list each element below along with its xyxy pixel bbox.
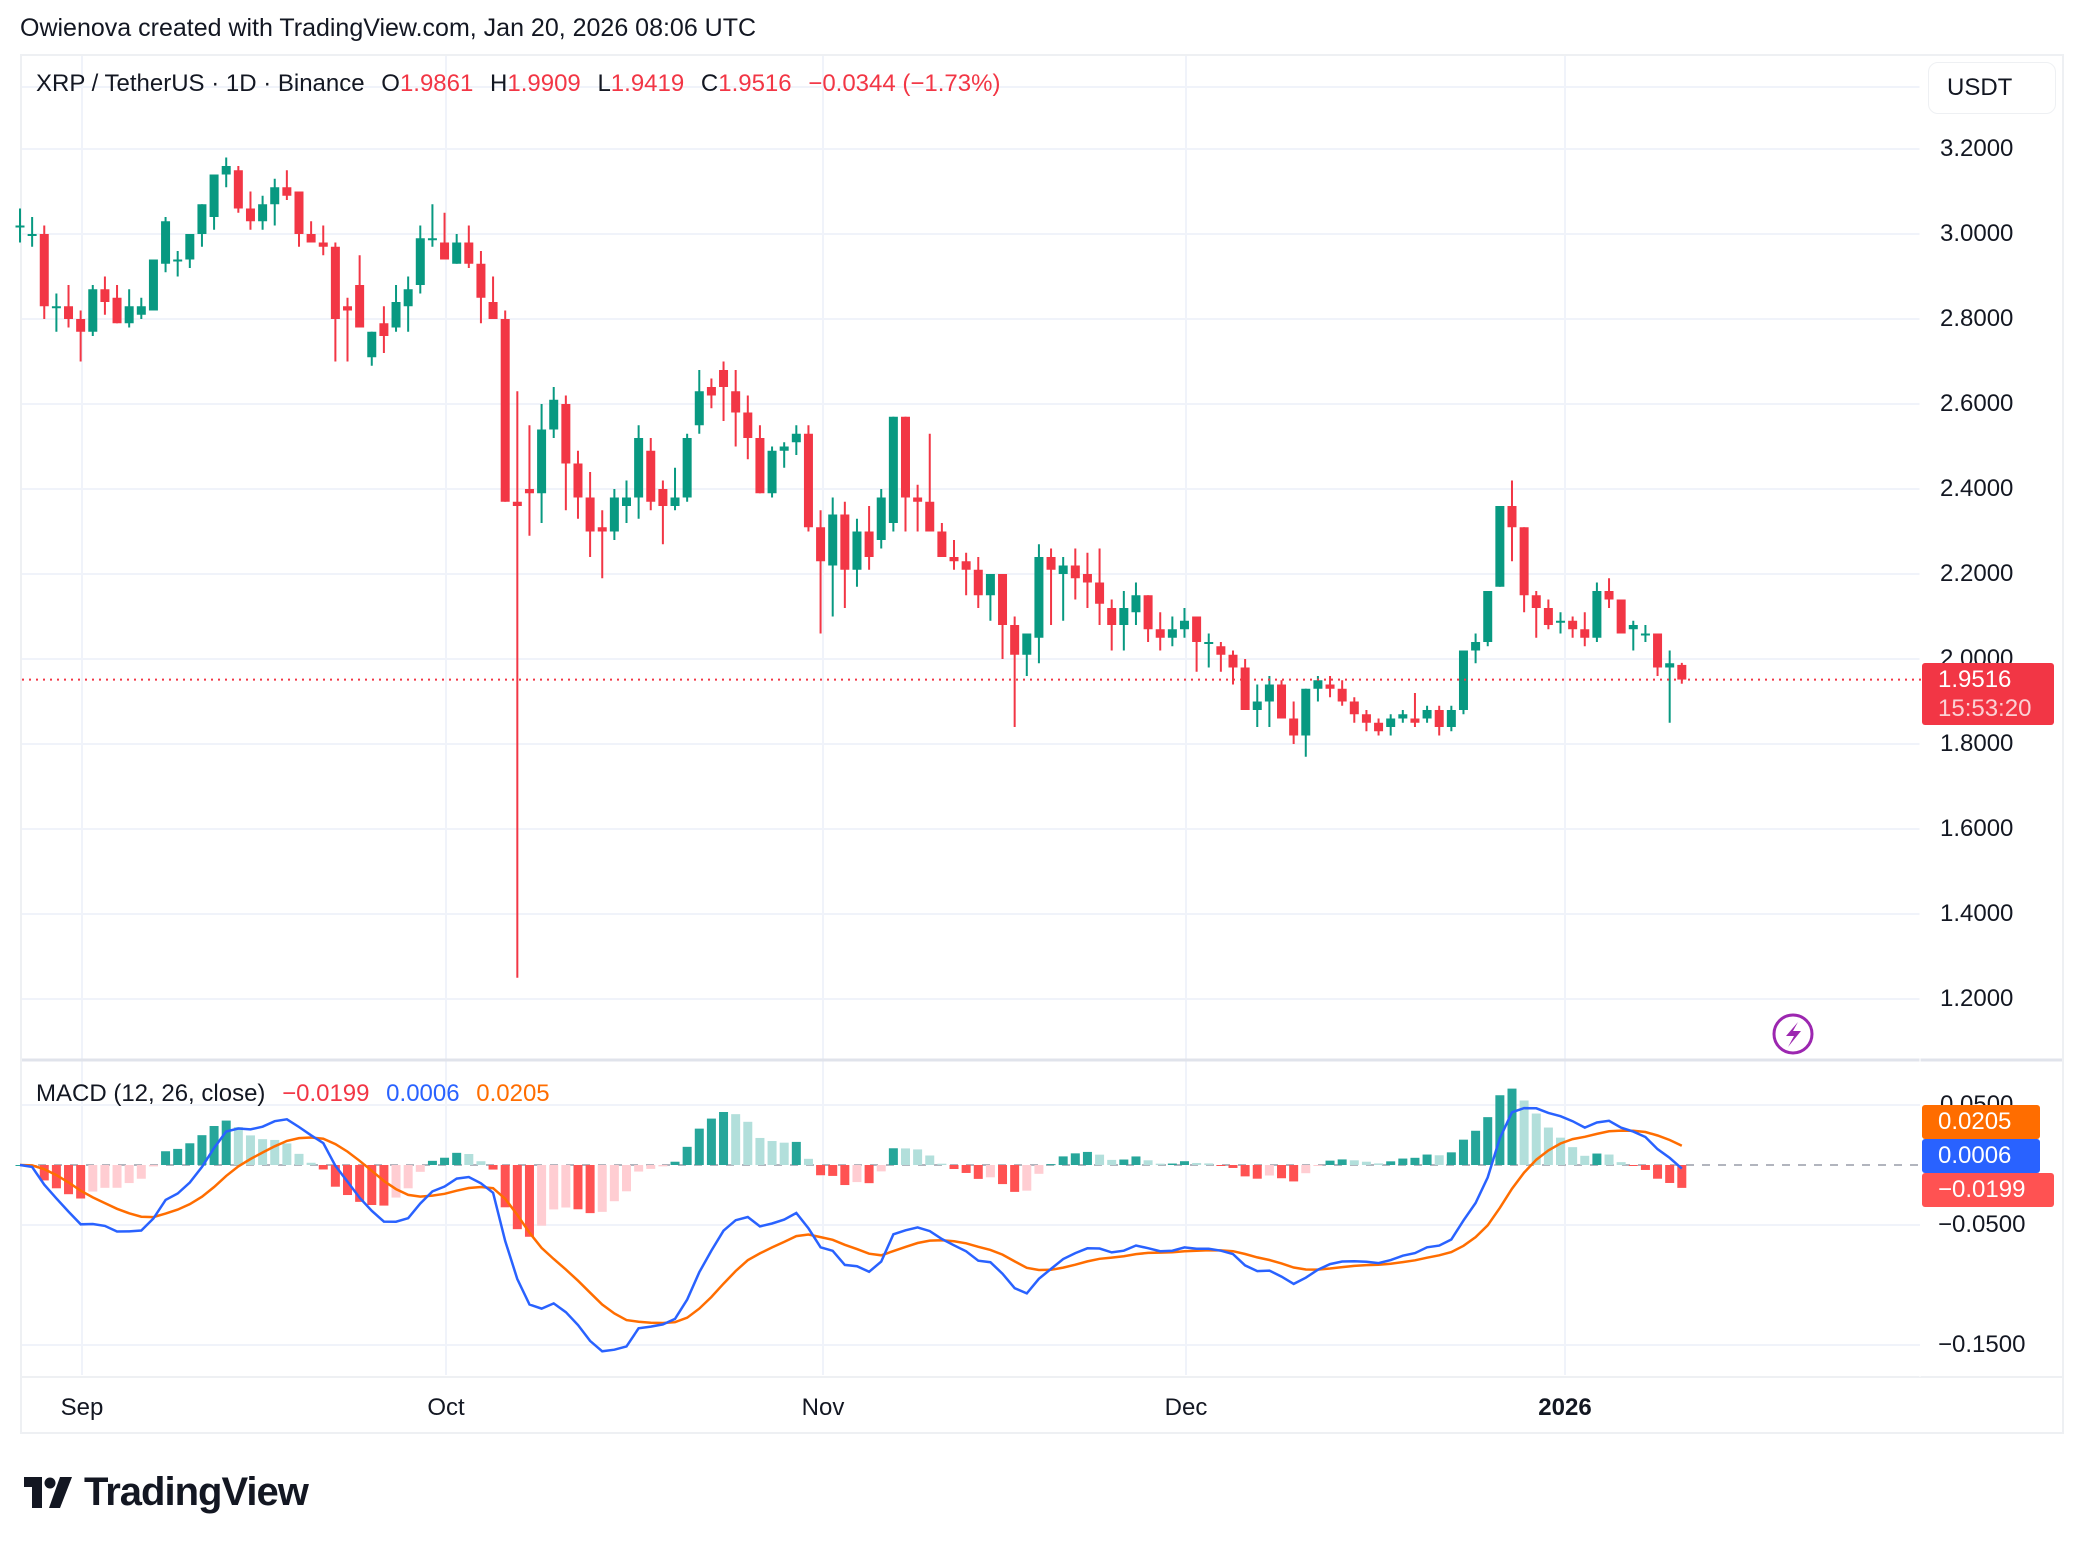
price-axis-label: 1.4000 [1940,900,2014,927]
price-axis-label: 1.2000 [1940,985,2014,1012]
time-axis-label: Sep [60,1394,104,1421]
macd-axis-label: −0.0500 [1938,1211,2026,1238]
price-axis-label: 2.8000 [1940,305,2014,332]
bar-countdown: 15:53:20 [1938,695,2032,722]
last-price: 1.9516 [1938,666,2012,693]
last-price-tag: 1.9516 15:53:20 [1922,663,2054,725]
macd-line-tag: 0.0006 [1922,1139,2040,1173]
low-value: 1.9419 [610,70,685,97]
macd-axis-label: −0.1500 [1938,1331,2026,1358]
macd-line-value: 0.0006 [386,1080,460,1107]
low-label: L [597,70,611,97]
tradingview-logo-icon [24,1476,72,1508]
price-axis-label: 3.0000 [1940,220,2014,247]
price-axis-label: 1.8000 [1940,730,2014,757]
macd-signal-tag: 0.0205 [1922,1105,2040,1139]
high-label: H [490,70,508,97]
time-axis-label: Oct [427,1394,465,1421]
open-value: 1.9861 [399,70,474,97]
chart-credit: Owienova created with TradingView.com, J… [20,14,757,42]
close-value: 1.9516 [718,70,792,97]
time-axis-label: Dec [1164,1394,1208,1421]
macd-legend: MACD (12, 26, close) −0.0199 0.0006 0.02… [36,1080,550,1108]
tradingview-logo[interactable]: TradingView [24,1470,309,1515]
ohlc-legend: XRP / TetherUS · 1D · Binance O1.9861 H1… [36,70,1000,98]
macd-histogram-value: −0.0199 [282,1080,370,1107]
symbol-title[interactable]: XRP / TetherUS · 1D · Binance [36,70,365,97]
open-label: O [381,70,400,97]
tradingview-logo-text: TradingView [84,1470,309,1514]
price-axis-label: 2.6000 [1940,390,2014,417]
macd-signal-value: 0.0205 [476,1080,550,1107]
chart-frame [20,54,2064,1434]
time-axis-label: 2026 [1538,1394,1592,1421]
alert-lightning-icon[interactable] [1772,1013,1814,1055]
price-axis-label: 2.4000 [1940,475,2014,502]
high-value: 1.9909 [507,70,581,97]
change-value: −0.0344 (−1.73%) [808,70,1001,97]
macd-histogram-tag: −0.0199 [1922,1173,2054,1207]
close-label: C [700,70,719,97]
price-axis-label: 1.6000 [1940,815,2014,842]
currency-button[interactable]: USDT [1928,62,2056,114]
macd-title[interactable]: MACD (12, 26, close) [36,1080,266,1107]
price-axis-label: 2.2000 [1940,560,2014,587]
time-axis-label: Nov [801,1394,845,1421]
price-axis-label: 3.2000 [1940,135,2014,162]
